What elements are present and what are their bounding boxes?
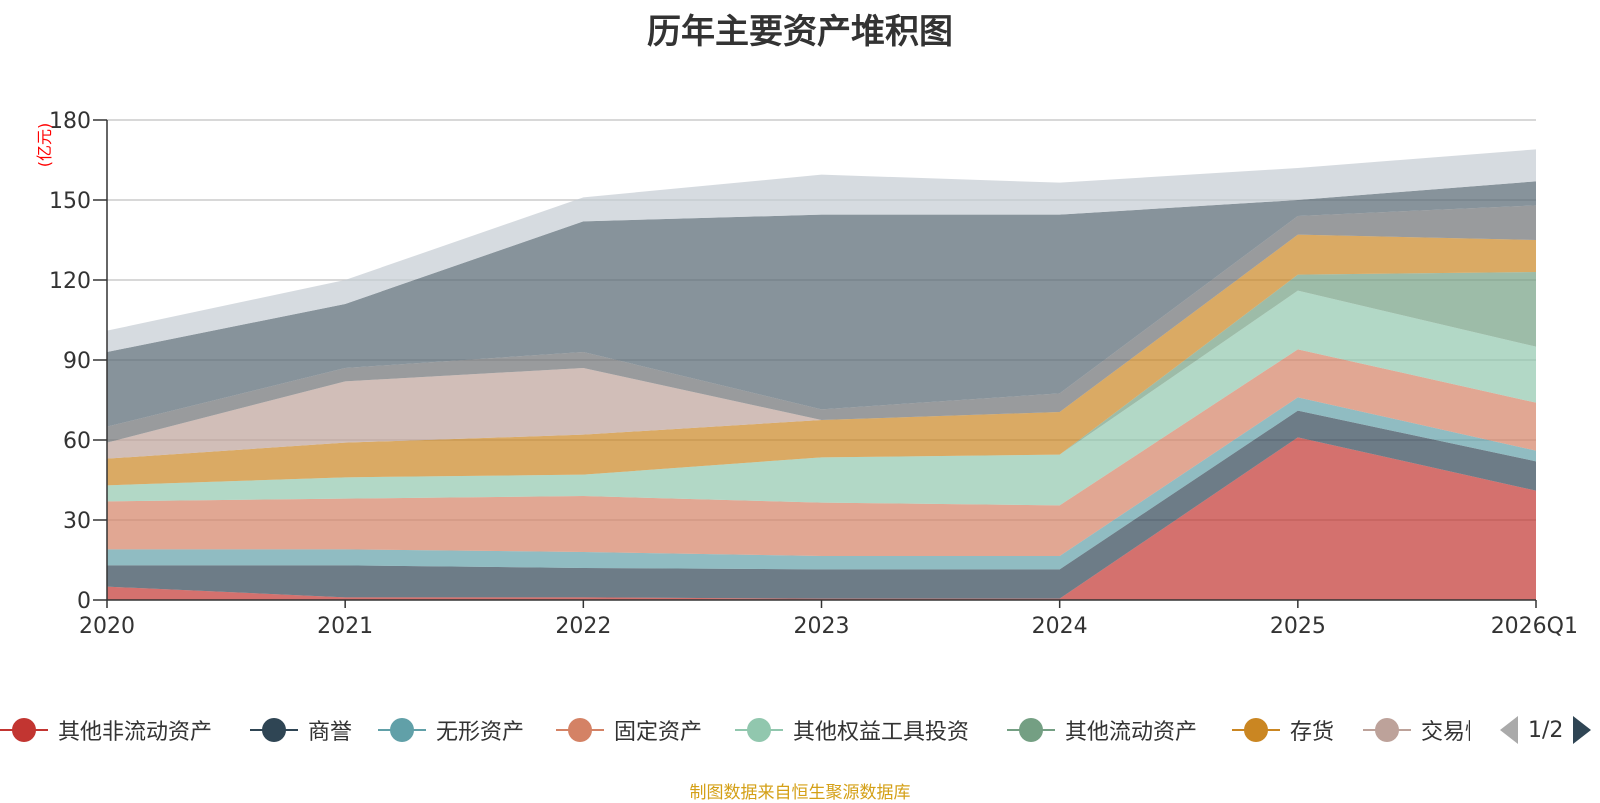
x-tick-label: 2021 [317,614,373,639]
legend-marker-icon [1363,717,1411,743]
y-tick-label: 60 [63,429,91,454]
legend-label: 存货 [1290,720,1335,745]
legend-item[interactable]: 商誉 [250,712,352,748]
legend-label: 其他非流动资产 [58,720,213,745]
area-无形资产[interactable] [107,397,1536,570]
x-tick-label: 2023 [794,614,850,639]
legend-next-page-button[interactable] [1573,716,1592,744]
legend-label: 无形资产 [436,720,525,745]
legend-marker-icon [378,717,426,743]
y-tick-label: 30 [63,509,91,534]
legend-marker-icon [735,717,783,743]
legend-marker-icon [0,717,48,743]
x-tick-label: 2024 [1032,614,1088,639]
legend-items: 其他非流动资产 商誉 无形资产 固定资产 其他权益工具投资 其他流动资产 存货 交易性 [0,712,1470,748]
area-货币资金[interactable] [107,181,1536,427]
y-axis-label: (亿元) [35,123,54,168]
legend-item[interactable]: 无形资产 [378,712,524,748]
legend: 其他非流动资产 商誉 无形资产 固定资产 其他权益工具投资 其他流动资产 存货 交易性 1/2 [0,712,1600,748]
legend-item[interactable]: 交易性 [1363,712,1470,748]
y-tick-label: 90 [63,349,91,374]
area-series [107,149,1536,600]
legend-label: 其他流动资产 [1065,720,1198,745]
legend-label: 交易性 [1421,720,1470,745]
y-tick-label: 180 [49,109,91,134]
source-note: 制图数据来自恒生聚源数据库 [689,783,911,803]
legend-item[interactable]: 其他非流动资产 [0,712,212,748]
axes: 0 30 60 90 120 150 180 2020 2021 2022 2023 2024 2025… [49,109,1578,639]
legend-label: 商誉 [308,720,353,745]
legend-marker-icon [1007,717,1055,743]
x-tick-label: 2026Q1 [1491,614,1578,639]
stacked-area-chart: 0 30 60 90 120 150 180 2020 2021 2022 2023 2024 2025… [35,109,1578,639]
y-tick-label: 150 [49,189,91,214]
legend-marker-icon [1232,717,1280,743]
y-tick-label: 0 [77,589,91,614]
area-交易性金融资产[interactable] [107,234,1536,459]
x-tick-label: 2025 [1270,614,1326,639]
area-其他流动资产[interactable] [107,272,1536,486]
legend-page-indicator: 1/2 [1528,717,1564,743]
area-固定资产[interactable] [107,349,1536,556]
legend-item[interactable]: 固定资产 [556,712,702,748]
area-应收账款[interactable] [107,205,1536,443]
chart-title: 历年主要资产堆积图 [647,12,953,52]
legend-label: 其他权益工具投资 [793,720,970,745]
legend-item[interactable]: 其他权益工具投资 [735,712,969,748]
area-商誉[interactable] [107,410,1536,599]
x-tick-label: 2022 [555,614,611,639]
area-其他非流动资产[interactable] [107,437,1536,600]
legend-label: 固定资产 [614,720,703,745]
legend-marker-icon [250,717,298,743]
y-tick-label: 120 [49,269,91,294]
legend-item[interactable]: 其他流动资产 [1007,712,1197,748]
legend-pager: 1/2 [1500,712,1592,748]
area-存货[interactable] [107,234,1536,486]
legend-marker-icon [556,717,604,743]
legend-item[interactable]: 存货 [1232,712,1334,748]
area-其他[interactable] [107,149,1536,352]
area-其他权益工具投资[interactable] [107,290,1536,506]
x-tick-label: 2020 [79,614,135,639]
legend-prev-page-button[interactable] [1500,716,1518,744]
